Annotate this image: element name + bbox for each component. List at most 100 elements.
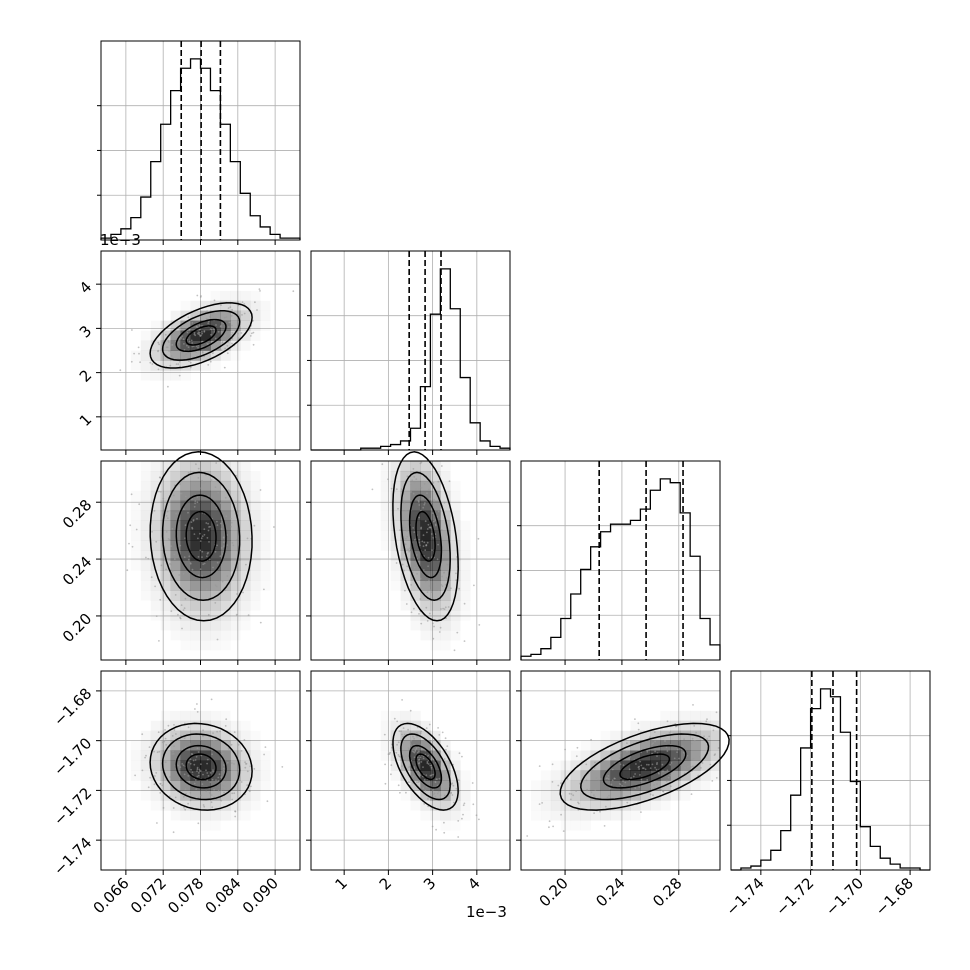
density-cell <box>410 461 421 472</box>
density-cell <box>200 461 211 472</box>
sample-point <box>240 750 243 752</box>
sample-point <box>201 783 204 785</box>
density-cell <box>230 610 241 621</box>
density-cell <box>240 530 251 541</box>
sample-point <box>443 758 446 760</box>
sample-point <box>635 763 637 765</box>
density-cell <box>460 600 470 610</box>
density-cell <box>570 780 581 791</box>
density-cell <box>460 561 470 571</box>
density-cell <box>450 580 461 591</box>
sample-point <box>445 787 448 790</box>
density-cell <box>210 300 221 311</box>
sample-point <box>231 338 234 340</box>
sample-point <box>242 591 244 594</box>
density-cell <box>200 590 211 601</box>
sample-point <box>178 374 181 377</box>
x-tick-label: 0.078 <box>164 874 207 917</box>
density-cell <box>150 790 161 801</box>
density-cell <box>170 461 181 472</box>
sample-point <box>180 337 183 339</box>
density-cell <box>400 490 411 502</box>
sample-point <box>589 788 592 790</box>
sample-point <box>607 775 610 777</box>
density-cell <box>381 511 391 521</box>
density-cell <box>610 810 621 821</box>
density-cell <box>410 770 421 781</box>
density-cell <box>531 810 541 820</box>
density-cell <box>210 360 220 370</box>
sample-point <box>401 699 403 701</box>
sample-point <box>428 579 430 582</box>
sample-point <box>151 363 154 365</box>
sample-point <box>193 331 196 334</box>
sample-point <box>669 763 672 766</box>
sample-point <box>396 743 398 746</box>
sample-point <box>653 784 655 786</box>
sample-point <box>197 772 200 774</box>
density-cell <box>200 540 211 551</box>
sample-point <box>427 798 429 800</box>
density-cell <box>381 721 391 731</box>
contour-level-1 <box>619 753 671 781</box>
density-cell <box>250 780 261 791</box>
sample-point <box>427 805 430 808</box>
density-cell <box>620 740 631 751</box>
density-cell <box>210 800 221 811</box>
density-cell <box>160 480 171 492</box>
sample-point <box>446 577 448 579</box>
sample-point <box>185 352 188 355</box>
sample-point <box>216 524 219 526</box>
density-cell <box>200 350 211 361</box>
density-cell <box>210 291 220 301</box>
density-cell <box>620 750 631 761</box>
sample-point <box>610 783 613 786</box>
sample-point <box>551 781 554 783</box>
density-cell <box>180 550 191 561</box>
density-cell <box>460 531 470 541</box>
x-tick-label: 0.072 <box>127 874 170 917</box>
density-cell <box>210 520 221 531</box>
sample-point <box>429 589 432 592</box>
density-cell <box>230 600 241 611</box>
sample-point <box>158 640 160 642</box>
sample-point <box>427 763 430 765</box>
sample-point <box>156 822 158 824</box>
density-cell <box>200 310 211 321</box>
sample-point <box>403 569 405 572</box>
sample-point <box>266 800 269 803</box>
sample-point <box>390 487 393 490</box>
sample-point <box>606 796 609 799</box>
density-cell <box>430 490 441 502</box>
sample-point <box>233 792 236 795</box>
sample-point <box>189 366 192 369</box>
density-cell <box>410 600 421 611</box>
density-cell <box>210 310 221 321</box>
sample-point <box>715 777 718 779</box>
sample-point <box>412 527 415 529</box>
density-cell <box>180 770 191 781</box>
density-cell <box>200 780 211 791</box>
sample-point <box>425 606 428 609</box>
density-cell <box>440 620 451 631</box>
contour-level-1 <box>185 325 217 346</box>
sample-point <box>192 759 195 762</box>
sample-point <box>426 747 429 749</box>
sample-point <box>196 501 199 504</box>
sample-point <box>155 772 158 774</box>
sample-point <box>206 552 209 555</box>
sample-point <box>164 761 167 764</box>
sample-point <box>214 602 217 604</box>
density-cell <box>170 790 181 801</box>
density-cell <box>180 320 191 331</box>
sample-point <box>245 762 248 765</box>
sample-point <box>562 830 565 832</box>
density-cell <box>160 750 171 761</box>
density-cell <box>150 540 161 551</box>
density-cell <box>240 760 251 771</box>
density-cell <box>460 541 470 551</box>
density-cell <box>260 771 270 781</box>
sample-point <box>431 622 434 625</box>
contour-level-4 <box>392 722 459 811</box>
density-cell <box>660 711 670 721</box>
